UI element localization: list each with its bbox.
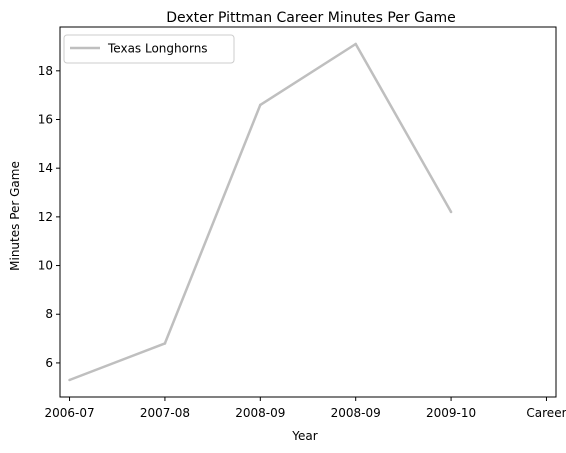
x-tick-label: 2008-09	[235, 406, 285, 420]
x-tick-label: 2009-10	[426, 406, 476, 420]
x-tick-label: 2008-09	[331, 406, 381, 420]
x-tick-label: Career	[526, 406, 566, 420]
series-layer	[68, 42, 453, 382]
y-tick-label: 12	[38, 210, 53, 224]
x-axis-label: Year	[291, 429, 317, 443]
data-point	[354, 42, 357, 46]
data-point	[449, 210, 453, 214]
y-tick-label: 6	[45, 356, 53, 370]
y-tick-label: 14	[38, 161, 53, 175]
y-tick-label: 10	[38, 259, 53, 273]
y-tick-label: 16	[38, 113, 53, 127]
legend-box	[63, 34, 235, 64]
data-point	[68, 378, 71, 382]
data-point	[163, 342, 167, 345]
plot-area	[60, 27, 556, 397]
plot-frame	[59, 26, 557, 398]
data-point	[259, 103, 262, 107]
legend: Texas Longhorns	[63, 34, 235, 64]
y-tick-label: 8	[45, 307, 53, 321]
legend-label: Texas Longhorns	[107, 42, 208, 56]
x-tick-label: 2006-07	[44, 406, 94, 420]
x-axis-ticks: 2006-07 2007-08 2008-09 2008-09 2009-10 Caree…	[44, 397, 566, 420]
y-axis-label: Minutes Per Game	[8, 161, 22, 271]
chart-title: Dexter Pittman Career Minutes Per Game	[166, 10, 456, 26]
y-axis-ticks: 6 8 10 12 14 16 18	[38, 64, 60, 370]
x-tick-label: 2007-08	[140, 406, 190, 420]
y-tick-label: 18	[38, 64, 53, 78]
